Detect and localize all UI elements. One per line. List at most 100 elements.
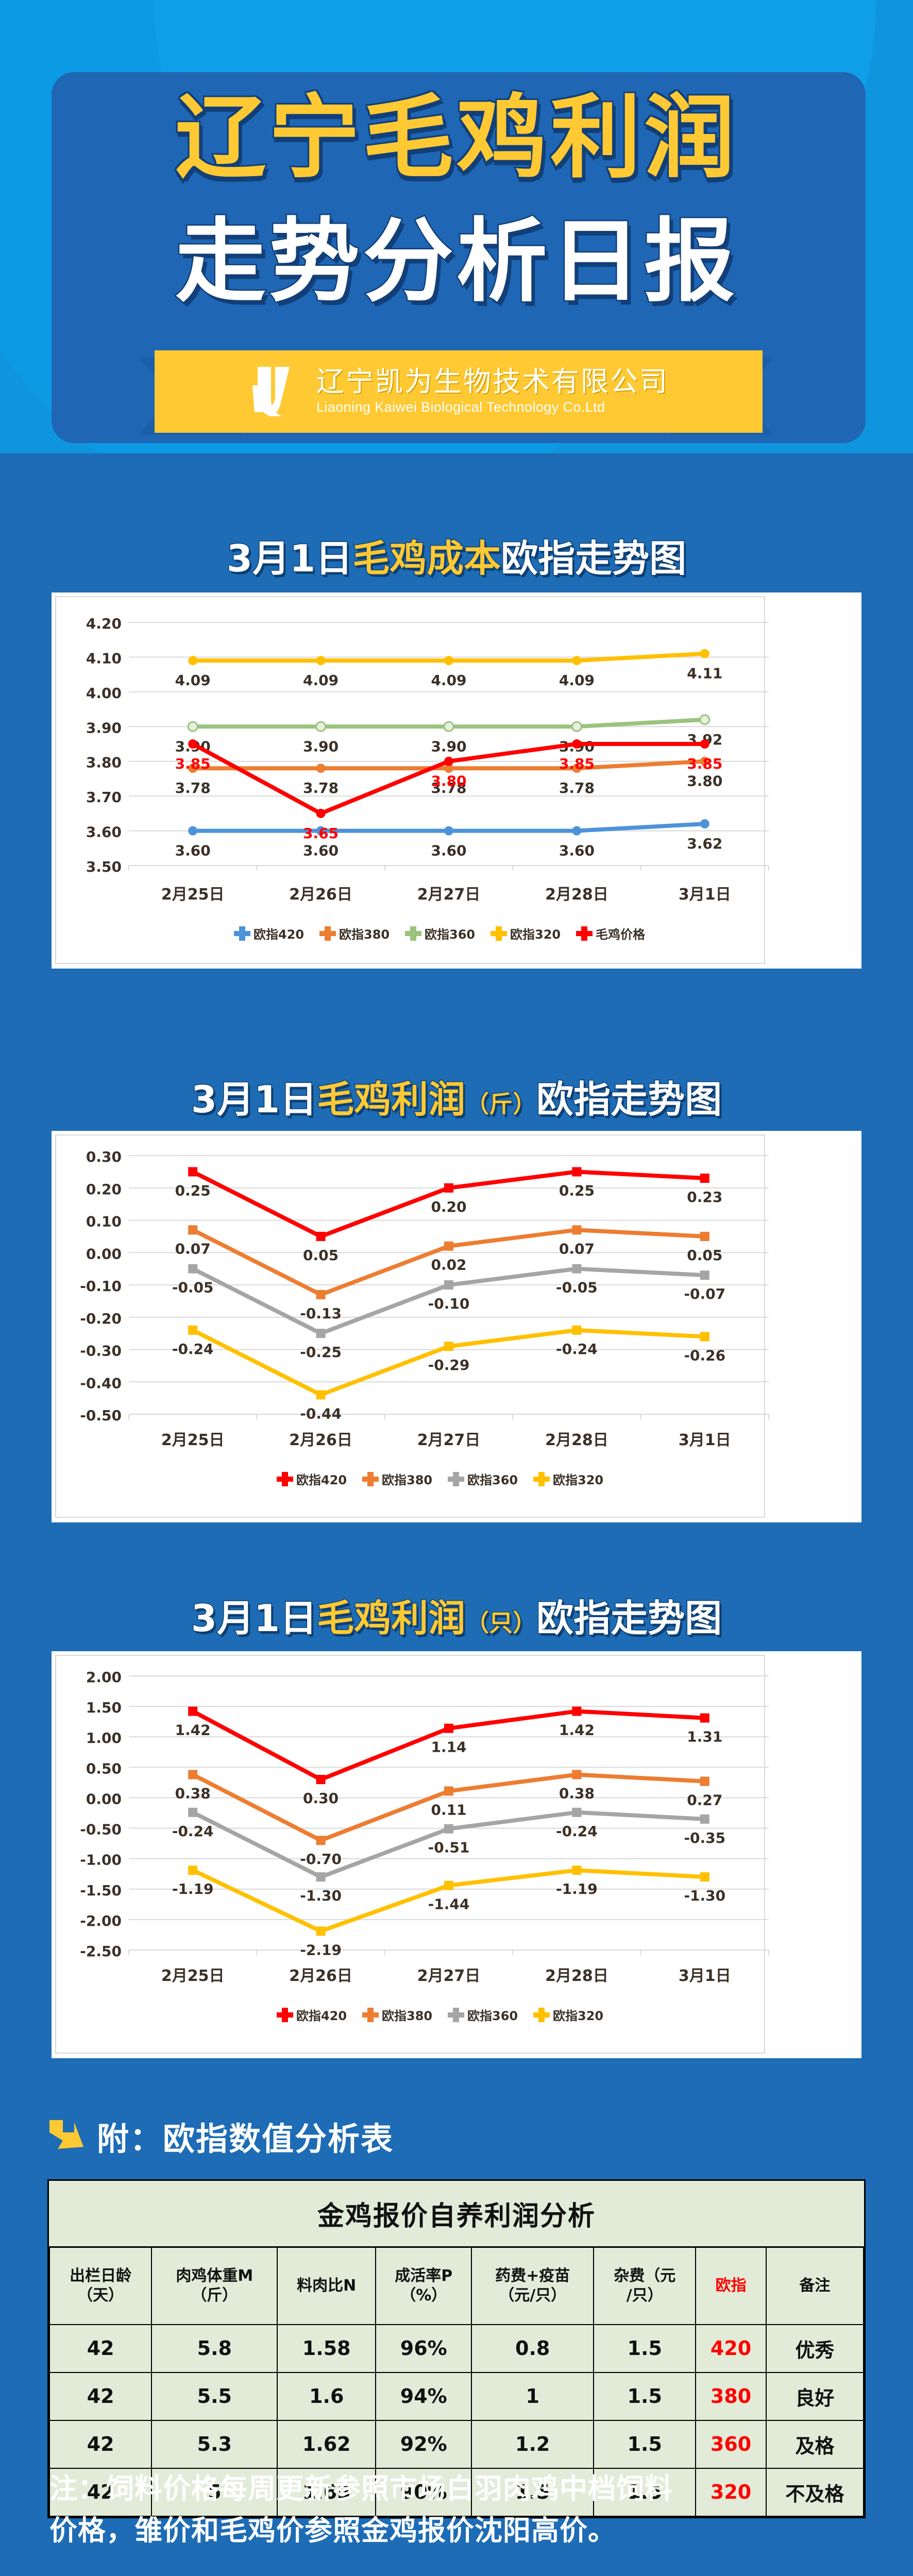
table-cell: 360 [695,2419,767,2469]
svg-text:0.07: 0.07 [559,1240,595,1257]
svg-text:0.07: 0.07 [175,1240,211,1257]
table-cell: 5.3 [151,2419,278,2469]
ribbon-body: 辽宁凯为生物技术有限公司 Liaoning Kaiwei Biological … [155,350,763,433]
svg-text:-0.40: -0.40 [80,1375,122,1392]
svg-text:4.11: 4.11 [687,665,722,682]
svg-text:0.20: 0.20 [431,1198,466,1215]
table-cell: 320 [695,2467,767,2517]
table-cell: 不及格 [765,2467,865,2517]
svg-text:3.80: 3.80 [687,773,722,790]
svg-text:欧指320: 欧指320 [553,2009,603,2023]
svg-text:2月25日: 2月25日 [161,1967,225,1985]
table-col-header-0: 出栏日龄 （天） [48,2246,153,2325]
svg-text:3.70: 3.70 [86,789,122,806]
svg-text:2月26日: 2月26日 [289,1431,352,1449]
svg-text:2月27日: 2月27日 [417,886,481,904]
svg-text:4.09: 4.09 [175,672,211,689]
svg-text:0.11: 0.11 [431,1801,466,1818]
svg-text:1.14: 1.14 [431,1739,466,1756]
svg-text:-0.50: -0.50 [80,1821,122,1838]
table-header-row: 出栏日龄 （天） 肉鸡体重M （斤） 料肉比N 成活率P （%） 药费+疫苗 （元/只） 杂费（元… [48,2246,865,2325]
table-cell: 380 [695,2371,767,2421]
svg-text:3.60: 3.60 [559,842,595,859]
svg-text:欧指420: 欧指420 [296,2009,347,2023]
svg-text:1.00: 1.00 [86,1730,122,1747]
svg-text:3.78: 3.78 [431,779,466,796]
table-caption: 金鸡报价自养利润分析 [49,2181,864,2248]
svg-text:3.62: 3.62 [687,835,722,852]
table-col-header-6: 欧指 [695,2246,767,2325]
svg-text:0.05: 0.05 [303,1247,339,1264]
svg-text:0.25: 0.25 [175,1182,211,1199]
svg-text:-2.50: -2.50 [80,1943,122,1960]
svg-text:-0.26: -0.26 [684,1347,725,1364]
svg-text:-0.24: -0.24 [172,1823,214,1840]
attachment-label: 附：欧指数值分析表 [97,2120,394,2158]
svg-text:3.80: 3.80 [86,754,122,771]
table-cell: 5 [151,2467,278,2517]
svg-text:欧指360: 欧指360 [467,1473,518,1487]
table-cell: 96% [375,2324,472,2373]
svg-text:2月27日: 2月27日 [417,1431,481,1449]
svg-text:-0.70: -0.70 [300,1851,342,1868]
chart-panel-1: 3.50 3.60 3.70 3.80 3.90 4.00 4.10 4.20 3.60 3.60… [52,592,861,969]
svg-text:-0.05: -0.05 [556,1279,598,1296]
svg-text:-0.24: -0.24 [172,1341,214,1358]
section-3-highlight: 毛鸡利润 [316,1597,466,1640]
svg-text:3.85: 3.85 [687,755,722,772]
svg-text:0.00: 0.00 [86,1790,122,1807]
svg-text:3.60: 3.60 [431,842,466,859]
svg-text:-2.19: -2.19 [300,1941,342,1958]
svg-text:-0.07: -0.07 [684,1285,725,1302]
svg-text:3.60: 3.60 [175,842,211,859]
chart-panel-3: -2.50 -2.00 -1.50 -1.00 -0.50 0.00 0.50 1.00 1.5… [52,1651,861,2058]
svg-text:1.31: 1.31 [687,1728,722,1745]
svg-text:-1.30: -1.30 [300,1887,342,1904]
section-title-1: 3月1日毛鸡成本欧指走势图 [0,537,913,580]
table-row: 42 5.5 1.6 94% 1 1.5 380 良好 [48,2371,865,2421]
svg-text:-0.20: -0.20 [80,1310,122,1327]
table-cell: 1 [471,2371,595,2421]
svg-text:2月28日: 2月28日 [545,1431,608,1449]
section-title-2: 3月1日毛鸡利润（斤）欧指走势图 [0,1080,913,1119]
svg-text:3.85: 3.85 [175,755,211,772]
svg-text:2月26日: 2月26日 [289,1967,352,1985]
svg-text:3.65: 3.65 [303,825,339,842]
company-name-en: Liaoning Kaiwei Biological Technology Co… [316,399,605,415]
svg-text:-1.30: -1.30 [684,1887,725,1904]
svg-text:3.90: 3.90 [431,738,466,755]
table-col-header-7: 备注 [765,2246,865,2325]
table-body: 42 5.8 1.58 96% 0.8 1.5 420 优秀 42 5.5 1.6 94% 1 1.5 38… [48,2324,865,2517]
table-col-header-2: 料肉比N [277,2246,377,2325]
svg-text:2月25日: 2月25日 [161,1431,225,1449]
section-1-date: 3月1日 [226,537,353,580]
footnote: 注：饲料价格每周更新参照市场白羽肉鸡中档饲料 价格，雏价和毛鸡价参照金鸡报价沈阳… [49,2468,874,2551]
table-cell: 1.5 [593,2419,697,2469]
chart-1-svg: 3.50 3.60 3.70 3.80 3.90 4.00 4.10 4.20 3.60 3.60… [55,596,769,964]
svg-text:欧指320: 欧指320 [553,1473,603,1487]
svg-text:-0.30: -0.30 [80,1343,122,1360]
svg-text:2月28日: 2月28日 [545,886,608,904]
analysis-table: 金鸡报价自养利润分析 出栏日龄 （天） 肉鸡体重M （斤） 料肉比N 成活率P （%） 药费+… [48,2181,865,2517]
svg-text:欧指420: 欧指420 [296,1473,347,1487]
svg-text:欧指380: 欧指380 [339,927,390,942]
svg-text:0.00: 0.00 [86,1245,122,1262]
svg-text:3.60: 3.60 [303,842,339,859]
table-row: 42 5.3 1.62 92% 1.2 1.5 360 及格 [48,2419,865,2469]
table-col-header-1: 肉鸡体重M （斤） [151,2246,278,2325]
page-title-line1: 辽宁毛鸡利润 [174,85,738,191]
svg-text:4.10: 4.10 [86,650,122,667]
svg-text:-1.19: -1.19 [172,1880,214,1897]
table-cell: 5.5 [151,2371,278,2421]
svg-text:-0.29: -0.29 [428,1357,470,1374]
svg-text:3.78: 3.78 [175,779,211,796]
svg-text:欧指380: 欧指380 [382,2009,432,2023]
table-cell: 优秀 [765,2324,865,2373]
svg-text:2月25日: 2月25日 [161,886,225,904]
section-1-suffix: 欧指走势图 [500,537,687,580]
svg-text:3.90: 3.90 [86,719,122,736]
footnote-line-2: 价格，雏价和毛鸡价参照金鸡报价沈阳高价。 [49,2514,616,2547]
table-cell: 1.5 [471,2467,595,2517]
table-cell: 1.65 [277,2467,377,2517]
table-cell: 1.5 [593,2324,697,2373]
